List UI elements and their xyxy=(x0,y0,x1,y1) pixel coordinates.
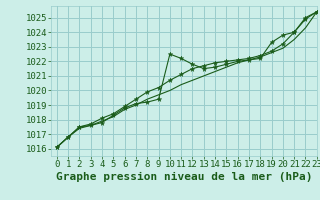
X-axis label: Graphe pression niveau de la mer (hPa): Graphe pression niveau de la mer (hPa) xyxy=(56,172,312,182)
